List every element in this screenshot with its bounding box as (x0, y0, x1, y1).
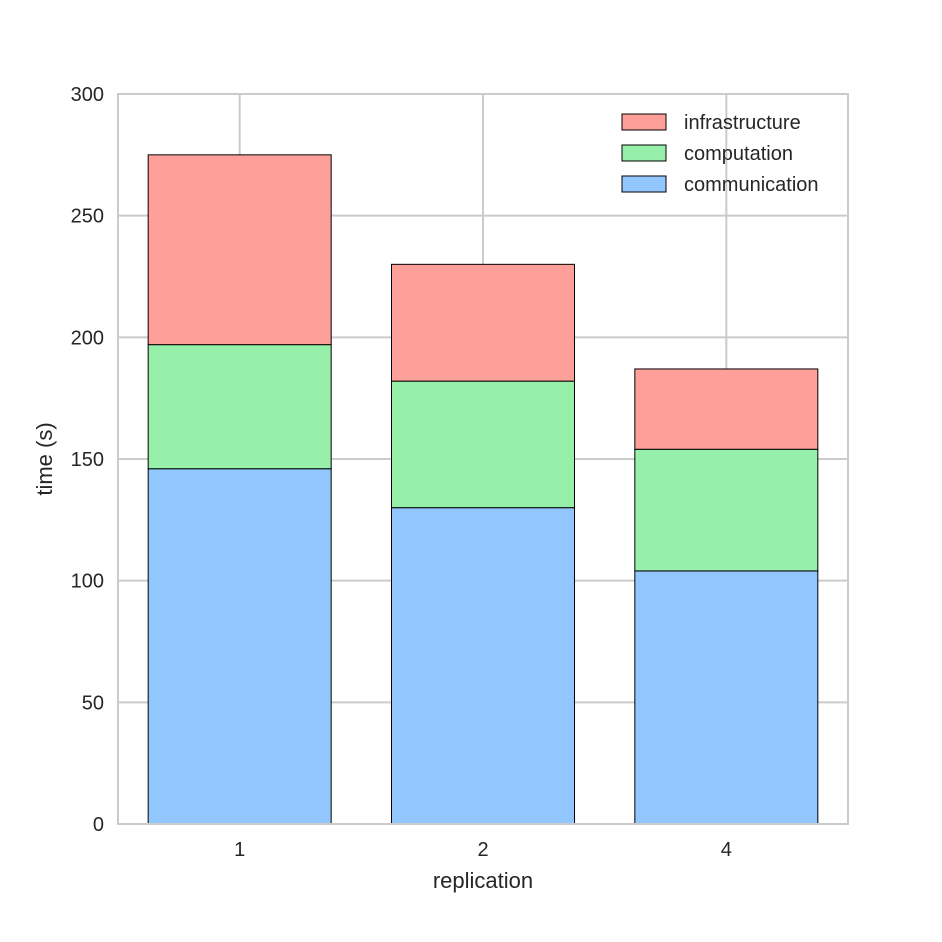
y-tick-label: 300 (71, 84, 104, 106)
legend-item-communication: communication (621, 174, 819, 196)
y-tick-label: 200 (71, 327, 104, 349)
bar-communication-2 (391, 507, 575, 825)
legend-swatch (621, 144, 667, 162)
bar-computation-4 (634, 448, 819, 572)
legend-item-infrastructure: infrastructure (621, 112, 801, 134)
legend-label: communication (684, 174, 819, 196)
bar-computation-1 (147, 344, 332, 470)
bar-infrastructure-4 (634, 368, 819, 450)
y-tick-label: 150 (71, 449, 104, 471)
y-axis-label: time (s) (32, 422, 57, 495)
bar-communication-1 (147, 468, 332, 825)
y-axis-ticks: 0 50 100 150 200 250 300 (71, 84, 104, 836)
bar-infrastructure-1 (147, 154, 332, 346)
x-axis-ticks: 1 2 4 (234, 839, 732, 861)
legend-swatch (621, 175, 667, 193)
legend-label: infrastructure (684, 112, 801, 134)
legend: infrastructure computation communication (621, 112, 819, 196)
legend-item-computation: computation (621, 143, 793, 165)
legend-label: computation (684, 143, 793, 165)
y-tick-label: 50 (82, 692, 104, 714)
x-tick-label: 2 (477, 839, 488, 861)
x-tick-label: 1 (234, 839, 245, 861)
y-tick-label: 0 (93, 814, 104, 836)
bars (147, 154, 819, 825)
x-axis-label: replication (433, 868, 533, 893)
legend-swatch (621, 113, 667, 131)
bar-communication-4 (634, 570, 819, 825)
bar-infrastructure-2 (391, 263, 575, 382)
y-tick-label: 250 (71, 206, 104, 228)
y-tick-label: 100 (71, 571, 104, 593)
plot-frame (117, 93, 849, 825)
bar-computation-2 (391, 380, 575, 509)
x-tick-label: 4 (721, 839, 732, 861)
